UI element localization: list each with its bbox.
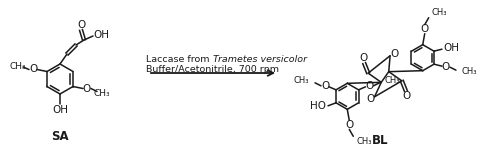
Text: O: O: [77, 21, 85, 31]
Text: O: O: [345, 120, 354, 130]
Text: CH₃: CH₃: [356, 137, 372, 146]
Text: O: O: [321, 81, 329, 91]
Text: O: O: [442, 62, 450, 72]
Text: CH₃: CH₃: [384, 76, 400, 85]
Text: Buffer/Acetonitrile, 700 rpm: Buffer/Acetonitrile, 700 rpm: [146, 64, 280, 74]
Text: CH₃: CH₃: [432, 8, 447, 17]
Text: HO: HO: [310, 101, 326, 111]
Text: CH₃: CH₃: [294, 76, 309, 85]
Text: O: O: [29, 64, 37, 74]
Text: OH: OH: [443, 43, 459, 53]
Text: Trametes versicolor: Trametes versicolor: [213, 56, 307, 64]
Text: CH₃: CH₃: [94, 89, 110, 98]
Text: CH₃: CH₃: [462, 67, 477, 76]
Text: CH₃: CH₃: [10, 62, 26, 71]
Text: O: O: [402, 91, 411, 101]
Text: O: O: [390, 49, 398, 59]
Text: Laccase from: Laccase from: [146, 56, 213, 64]
Text: O: O: [366, 81, 374, 91]
Text: O: O: [83, 85, 91, 95]
Text: O: O: [359, 53, 368, 63]
Text: SA: SA: [51, 130, 69, 143]
Text: OH: OH: [93, 31, 109, 40]
Text: O: O: [366, 94, 374, 104]
Text: OH: OH: [52, 105, 68, 115]
Text: O: O: [420, 24, 429, 34]
Text: BL: BL: [372, 133, 388, 146]
